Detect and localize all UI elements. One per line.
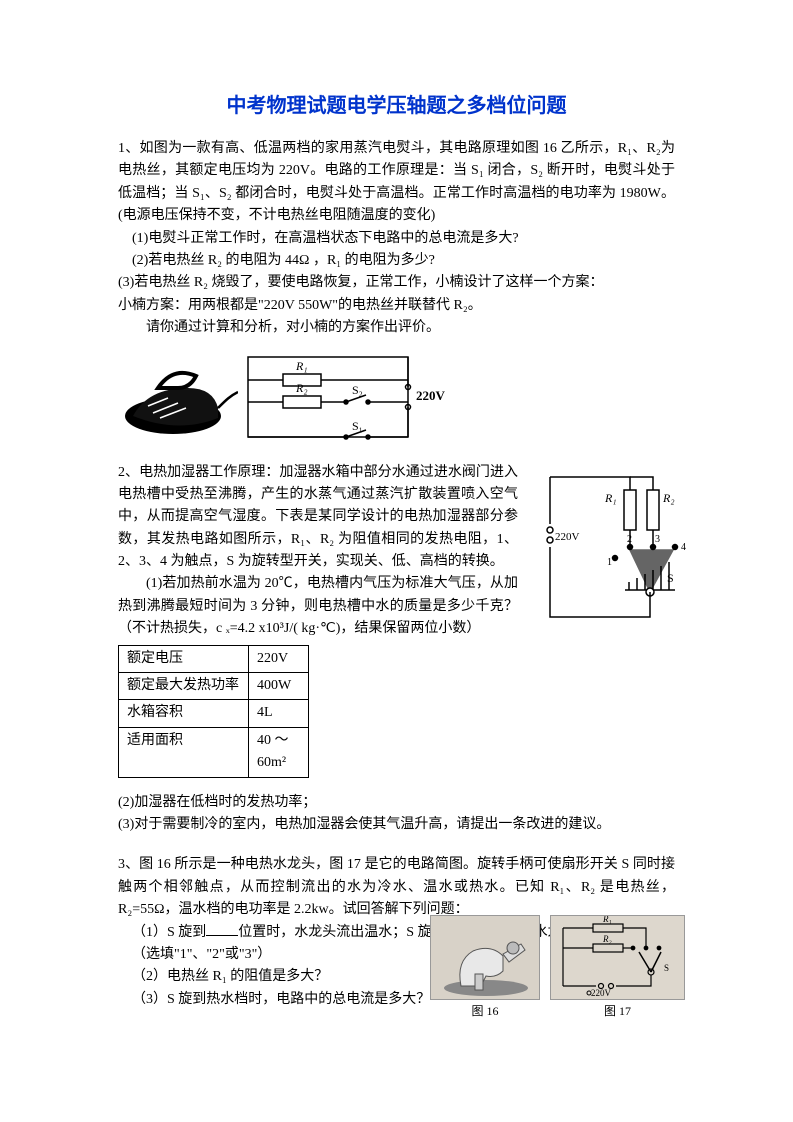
spec-table: 额定电压220V 额定最大发热功率400W 水箱容积4L 适用面积40 ～ 60…: [118, 645, 309, 778]
pt2: 2: [627, 534, 632, 545]
table-row: 额定最大发热功率400W: [119, 673, 309, 700]
table-row: 额定电压220V: [119, 645, 309, 672]
q3-circuit-diagram: R₁ R₂ S 220V: [550, 915, 685, 1000]
q2-sub3: (3)对于需要制冷的室内，电热加湿器会使其气温升高，请提出一条改进的建议。: [118, 814, 675, 836]
q1-sub2: (2)若电热丝 R₂ 的电阻为 44Ω ，R₁ 的电阻为多少?: [118, 250, 675, 272]
q1-figure: R₁ R₂ S₂ S₁ 220V: [118, 348, 675, 448]
pt4: 4: [681, 542, 686, 553]
r1-label: R₁: [295, 359, 308, 373]
r1-label: R₁: [604, 491, 617, 505]
page-title: 中考物理试题电学压轴题之多档位问题: [118, 90, 675, 122]
q1-sub1: (1)电熨斗正常工作时，在高温档状态下电路中的总电流是多大?: [118, 228, 675, 250]
svg-text:R₂: R₂: [602, 934, 612, 944]
q2-sub1: (1)若加热前水温为 20℃，电热槽内气压为标准大气压，从加热到沸腾最短时间为 …: [118, 573, 518, 640]
iron-icon: [118, 358, 238, 438]
fig17-label: 图 17: [550, 1002, 685, 1021]
s2-label: S₂: [352, 383, 363, 397]
pt1: 1: [607, 557, 612, 568]
s-label: S: [667, 571, 674, 585]
q1-sub3c: 请你通过计算和分析，对小楠的方案作出评价。: [118, 317, 675, 339]
q2-circuit-diagram: R₁ R₂ 220V 1 2 3 4 S: [535, 462, 695, 632]
question-1: 1、如图为一款有高、低温两档的家用蒸汽电熨斗，其电路原理如图 16 乙所示，R₁…: [118, 138, 675, 448]
tap-photo: [430, 915, 540, 1000]
svg-text:R₁: R₁: [602, 916, 612, 924]
voltage-label: 220V: [555, 531, 580, 543]
question-3: 3、图 16 所示是一种电热水龙头，图 17 是它的电路简图。旋转手柄可使扇形开…: [118, 854, 675, 1011]
svg-text:220V: 220V: [591, 988, 612, 998]
r2-label: R₂: [295, 381, 308, 395]
table-row: 适用面积40 ～ 60m²: [119, 727, 309, 777]
svg-text:S: S: [664, 963, 669, 973]
q1-sub3b: 小楠方案：用两根都是"220V 550W"的电热丝并联替代 R₂。: [118, 295, 675, 317]
q1-body: 1、如图为一款有高、低温两档的家用蒸汽电熨斗，其电路原理如图 16 乙所示，R₁…: [118, 138, 675, 228]
r2-label: R₂: [662, 491, 675, 505]
q2-sub2: (2)加湿器在低档时的发热功率；: [118, 792, 675, 814]
voltage-label: 220V: [416, 388, 446, 403]
q2-body: 2、电热加湿器工作原理：加湿器水箱中部分水通过进水阀门进入电热槽中受热至沸腾，产…: [118, 462, 518, 574]
q1-sub3a: (3)若电热丝 R₂ 烧毁了，要使电路恢复，正常工作，小楠设计了这样一个方案：: [118, 272, 675, 294]
question-2: R₁ R₂ 220V 1 2 3 4 S 2、电热加湿器工作原理：加湿器水箱中部…: [118, 462, 675, 837]
q3-figures: 图 16: [430, 915, 685, 1021]
blank-1: [206, 922, 238, 936]
q3-body: 3、图 16 所示是一种电热水龙头，图 17 是它的电路简图。旋转手柄可使扇形开…: [118, 854, 675, 921]
q1-circuit-diagram: R₁ R₂ S₂ S₁ 220V: [238, 352, 458, 447]
pt3: 3: [655, 534, 660, 545]
table-row: 水箱容积4L: [119, 700, 309, 727]
s1-label: S₁: [352, 419, 363, 433]
fig16-label: 图 16: [430, 1002, 540, 1021]
